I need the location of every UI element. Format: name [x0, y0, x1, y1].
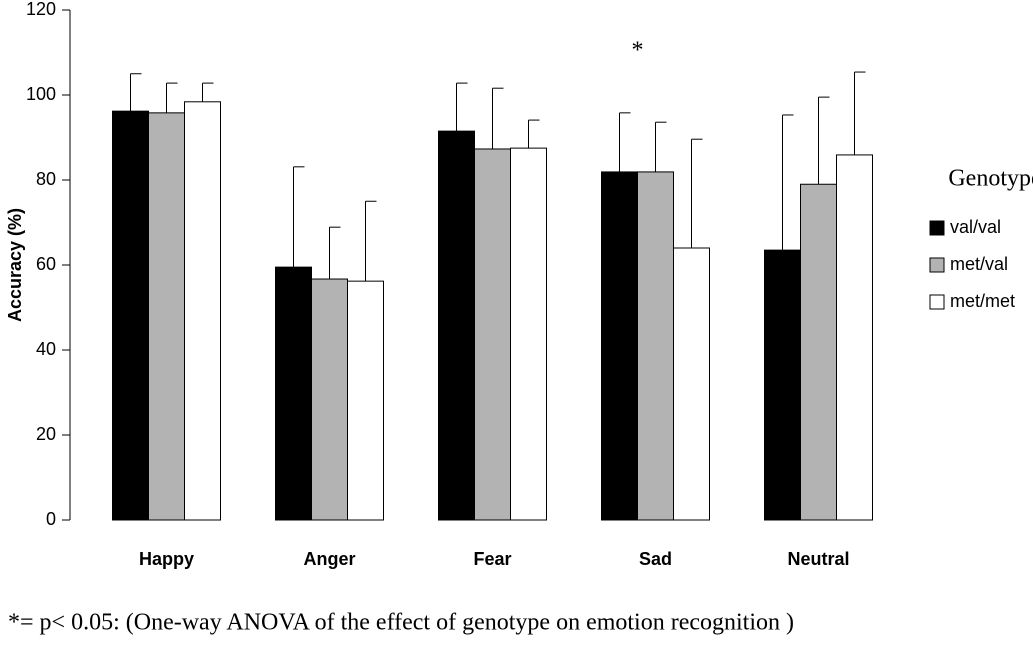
y-tick-label: 100	[26, 84, 56, 104]
bar	[311, 278, 348, 521]
legend-label: val/val	[950, 217, 1001, 237]
y-tick-label: 20	[36, 424, 56, 444]
bar	[800, 183, 837, 521]
y-tick-label: 120	[26, 0, 56, 19]
footnote: *= p< 0.05: (One-way ANOVA of the effect…	[8, 610, 794, 636]
legend-swatch	[929, 294, 945, 310]
bar	[764, 249, 801, 521]
legend-label: met/val	[950, 254, 1008, 274]
bar	[112, 110, 149, 521]
bar	[275, 266, 312, 521]
bar	[184, 101, 221, 521]
bar	[836, 154, 873, 521]
x-tick-label: Fear	[473, 549, 511, 569]
y-tick-label: 40	[36, 339, 56, 359]
y-tick-label: 60	[36, 254, 56, 274]
legend-swatch	[929, 257, 945, 273]
x-tick-label: Neutral	[787, 549, 849, 569]
bar	[637, 171, 674, 521]
x-tick-label: Sad	[639, 549, 672, 569]
legend-swatch	[929, 220, 945, 236]
bar	[438, 130, 475, 521]
bar	[474, 148, 511, 521]
bar	[347, 280, 384, 521]
y-tick-label: 80	[36, 169, 56, 189]
bar	[673, 247, 710, 521]
x-tick-label: Happy	[139, 549, 194, 569]
bar	[601, 171, 638, 521]
legend-label: met/met	[950, 291, 1015, 311]
y-tick-label: 0	[46, 509, 56, 529]
y-axis-label: Accuracy (%)	[5, 208, 25, 322]
x-tick-label: Anger	[303, 549, 355, 569]
bar	[148, 112, 185, 521]
annotation: *	[632, 38, 644, 64]
bar	[510, 147, 547, 521]
legend-title: Genotype	[948, 166, 1033, 192]
